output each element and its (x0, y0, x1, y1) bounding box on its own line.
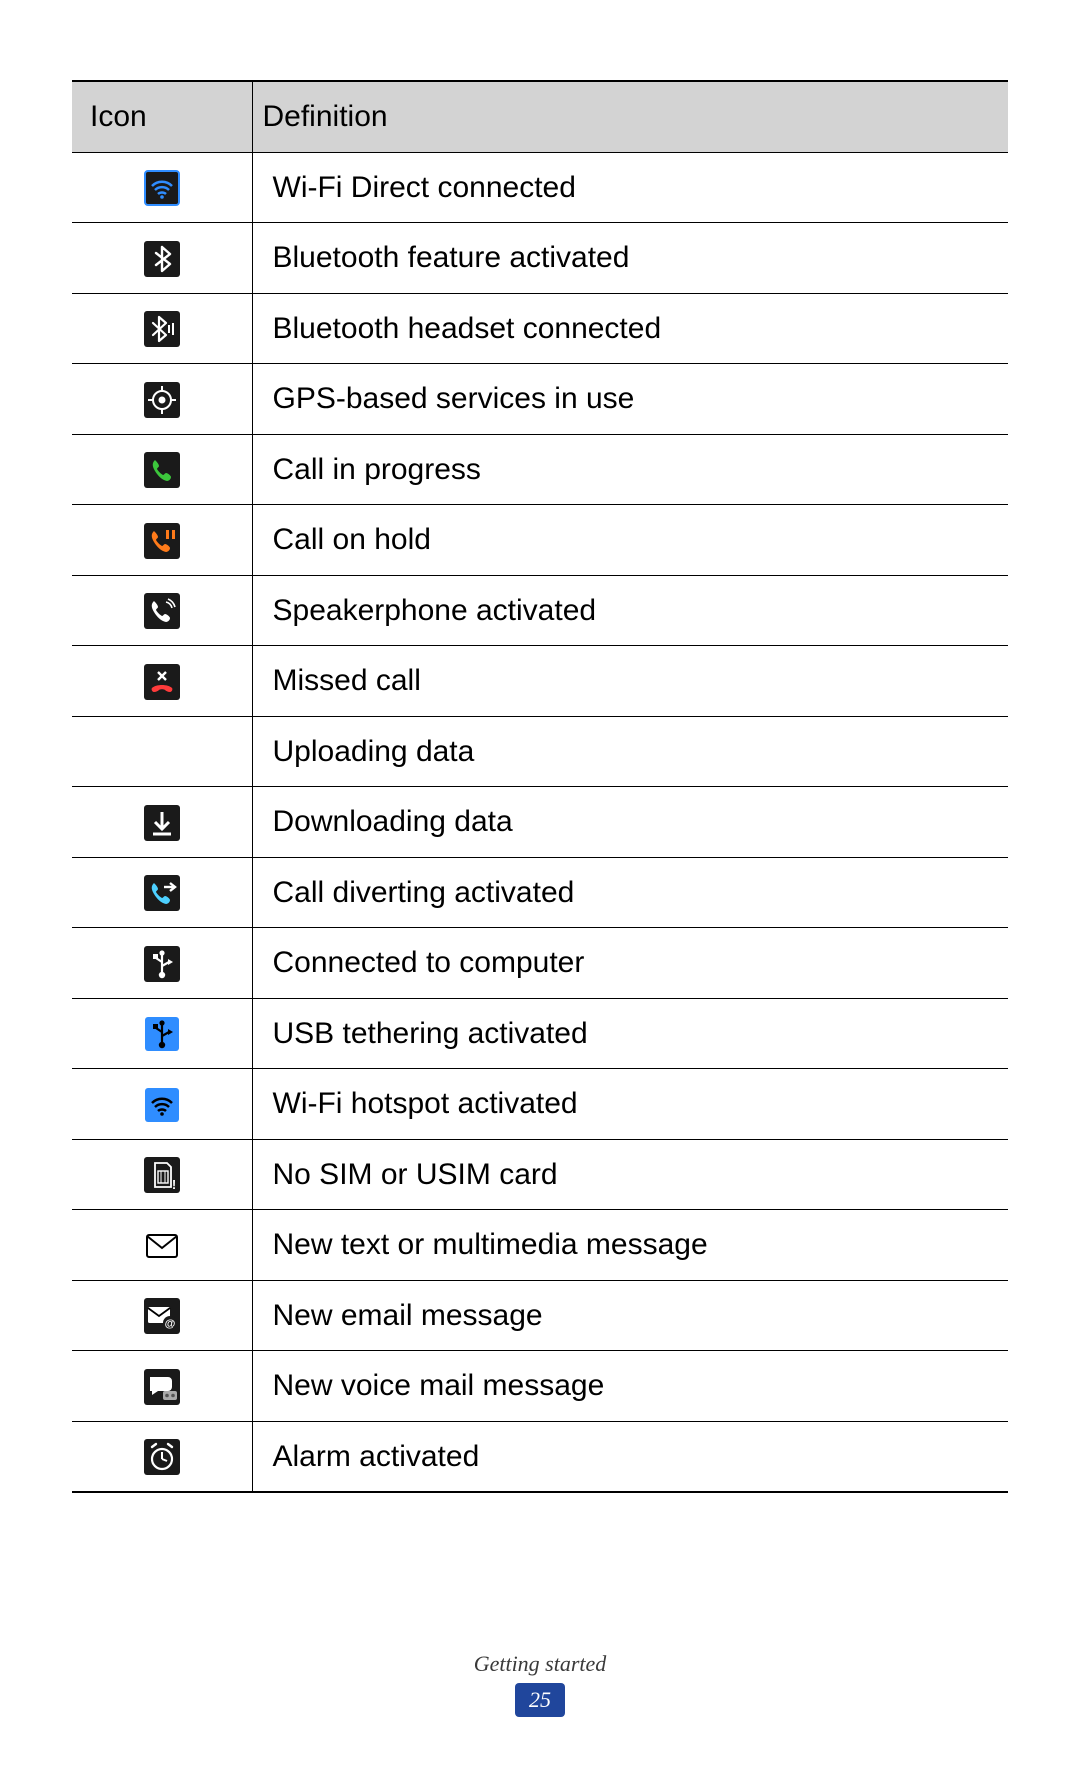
table-row: New email message (72, 1280, 1008, 1351)
voicemail-icon (144, 1369, 180, 1405)
definition-text: No SIM or USIM card (252, 1139, 1008, 1210)
usb-tether-icon (144, 1016, 180, 1052)
alarm-icon (144, 1439, 180, 1475)
table-row: Missed call (72, 646, 1008, 717)
table-row: Wi-Fi hotspot activated (72, 1069, 1008, 1140)
table-row: Call on hold (72, 505, 1008, 576)
table-row: Alarm activated (72, 1421, 1008, 1492)
table-row: Bluetooth headset connected (72, 293, 1008, 364)
table-row: Call diverting activated (72, 857, 1008, 928)
message-icon (144, 1228, 180, 1264)
page-footer: Getting started 25 (0, 1651, 1080, 1717)
definition-text: Downloading data (252, 787, 1008, 858)
definition-text: New voice mail message (252, 1351, 1008, 1422)
definition-text: Call in progress (252, 434, 1008, 505)
definition-text: Speakerphone activated (252, 575, 1008, 646)
table-row: Speakerphone activated (72, 575, 1008, 646)
table-row: Uploading data (72, 716, 1008, 787)
header-icon: Icon (72, 81, 252, 152)
no-sim-icon (144, 1157, 180, 1193)
table-row: Connected to computer (72, 928, 1008, 999)
definition-text: Missed call (252, 646, 1008, 717)
definition-text: Uploading data (252, 716, 1008, 787)
table-row: Downloading data (72, 787, 1008, 858)
table-row: USB tethering activated (72, 998, 1008, 1069)
page-number-badge: 25 (515, 1683, 565, 1717)
speakerphone-icon (144, 593, 180, 629)
definition-text: GPS-based services in use (252, 364, 1008, 435)
call-divert-icon (144, 875, 180, 911)
gps-icon (144, 382, 180, 418)
table-row: No SIM or USIM card (72, 1139, 1008, 1210)
definition-text: Call diverting activated (252, 857, 1008, 928)
definition-text: New text or multimedia message (252, 1210, 1008, 1281)
bluetooth-headset-icon (144, 311, 180, 347)
table-row: Wi-Fi Direct connected (72, 152, 1008, 223)
table-row: Bluetooth feature activated (72, 223, 1008, 294)
header-definition: Definition (252, 81, 1008, 152)
table-row: GPS-based services in use (72, 364, 1008, 435)
definition-text: Bluetooth headset connected (252, 293, 1008, 364)
upload-icon (72, 716, 252, 787)
definition-text: USB tethering activated (252, 998, 1008, 1069)
definition-text: Connected to computer (252, 928, 1008, 999)
definition-text: New email message (252, 1280, 1008, 1351)
call-active-icon (144, 452, 180, 488)
document-page: Icon Definition Wi-Fi Direct connected B… (0, 0, 1080, 1493)
table-row: New text or multimedia message (72, 1210, 1008, 1281)
table-row: New voice mail message (72, 1351, 1008, 1422)
call-hold-icon (144, 523, 180, 559)
email-icon (144, 1298, 180, 1334)
table-row: Call in progress (72, 434, 1008, 505)
definition-text: Wi-Fi hotspot activated (252, 1069, 1008, 1140)
wifi-direct-icon (144, 170, 180, 206)
table-header-row: Icon Definition (72, 81, 1008, 152)
download-icon (144, 805, 180, 841)
definition-text: Bluetooth feature activated (252, 223, 1008, 294)
usb-connected-icon (144, 946, 180, 982)
wifi-hotspot-icon (144, 1087, 180, 1123)
section-label: Getting started (0, 1651, 1080, 1677)
missed-call-icon (144, 664, 180, 700)
definition-text: Alarm activated (252, 1421, 1008, 1492)
icon-definition-table: Icon Definition Wi-Fi Direct connected B… (72, 80, 1008, 1493)
bluetooth-icon (144, 241, 180, 277)
definition-text: Wi-Fi Direct connected (252, 152, 1008, 223)
definition-text: Call on hold (252, 505, 1008, 576)
